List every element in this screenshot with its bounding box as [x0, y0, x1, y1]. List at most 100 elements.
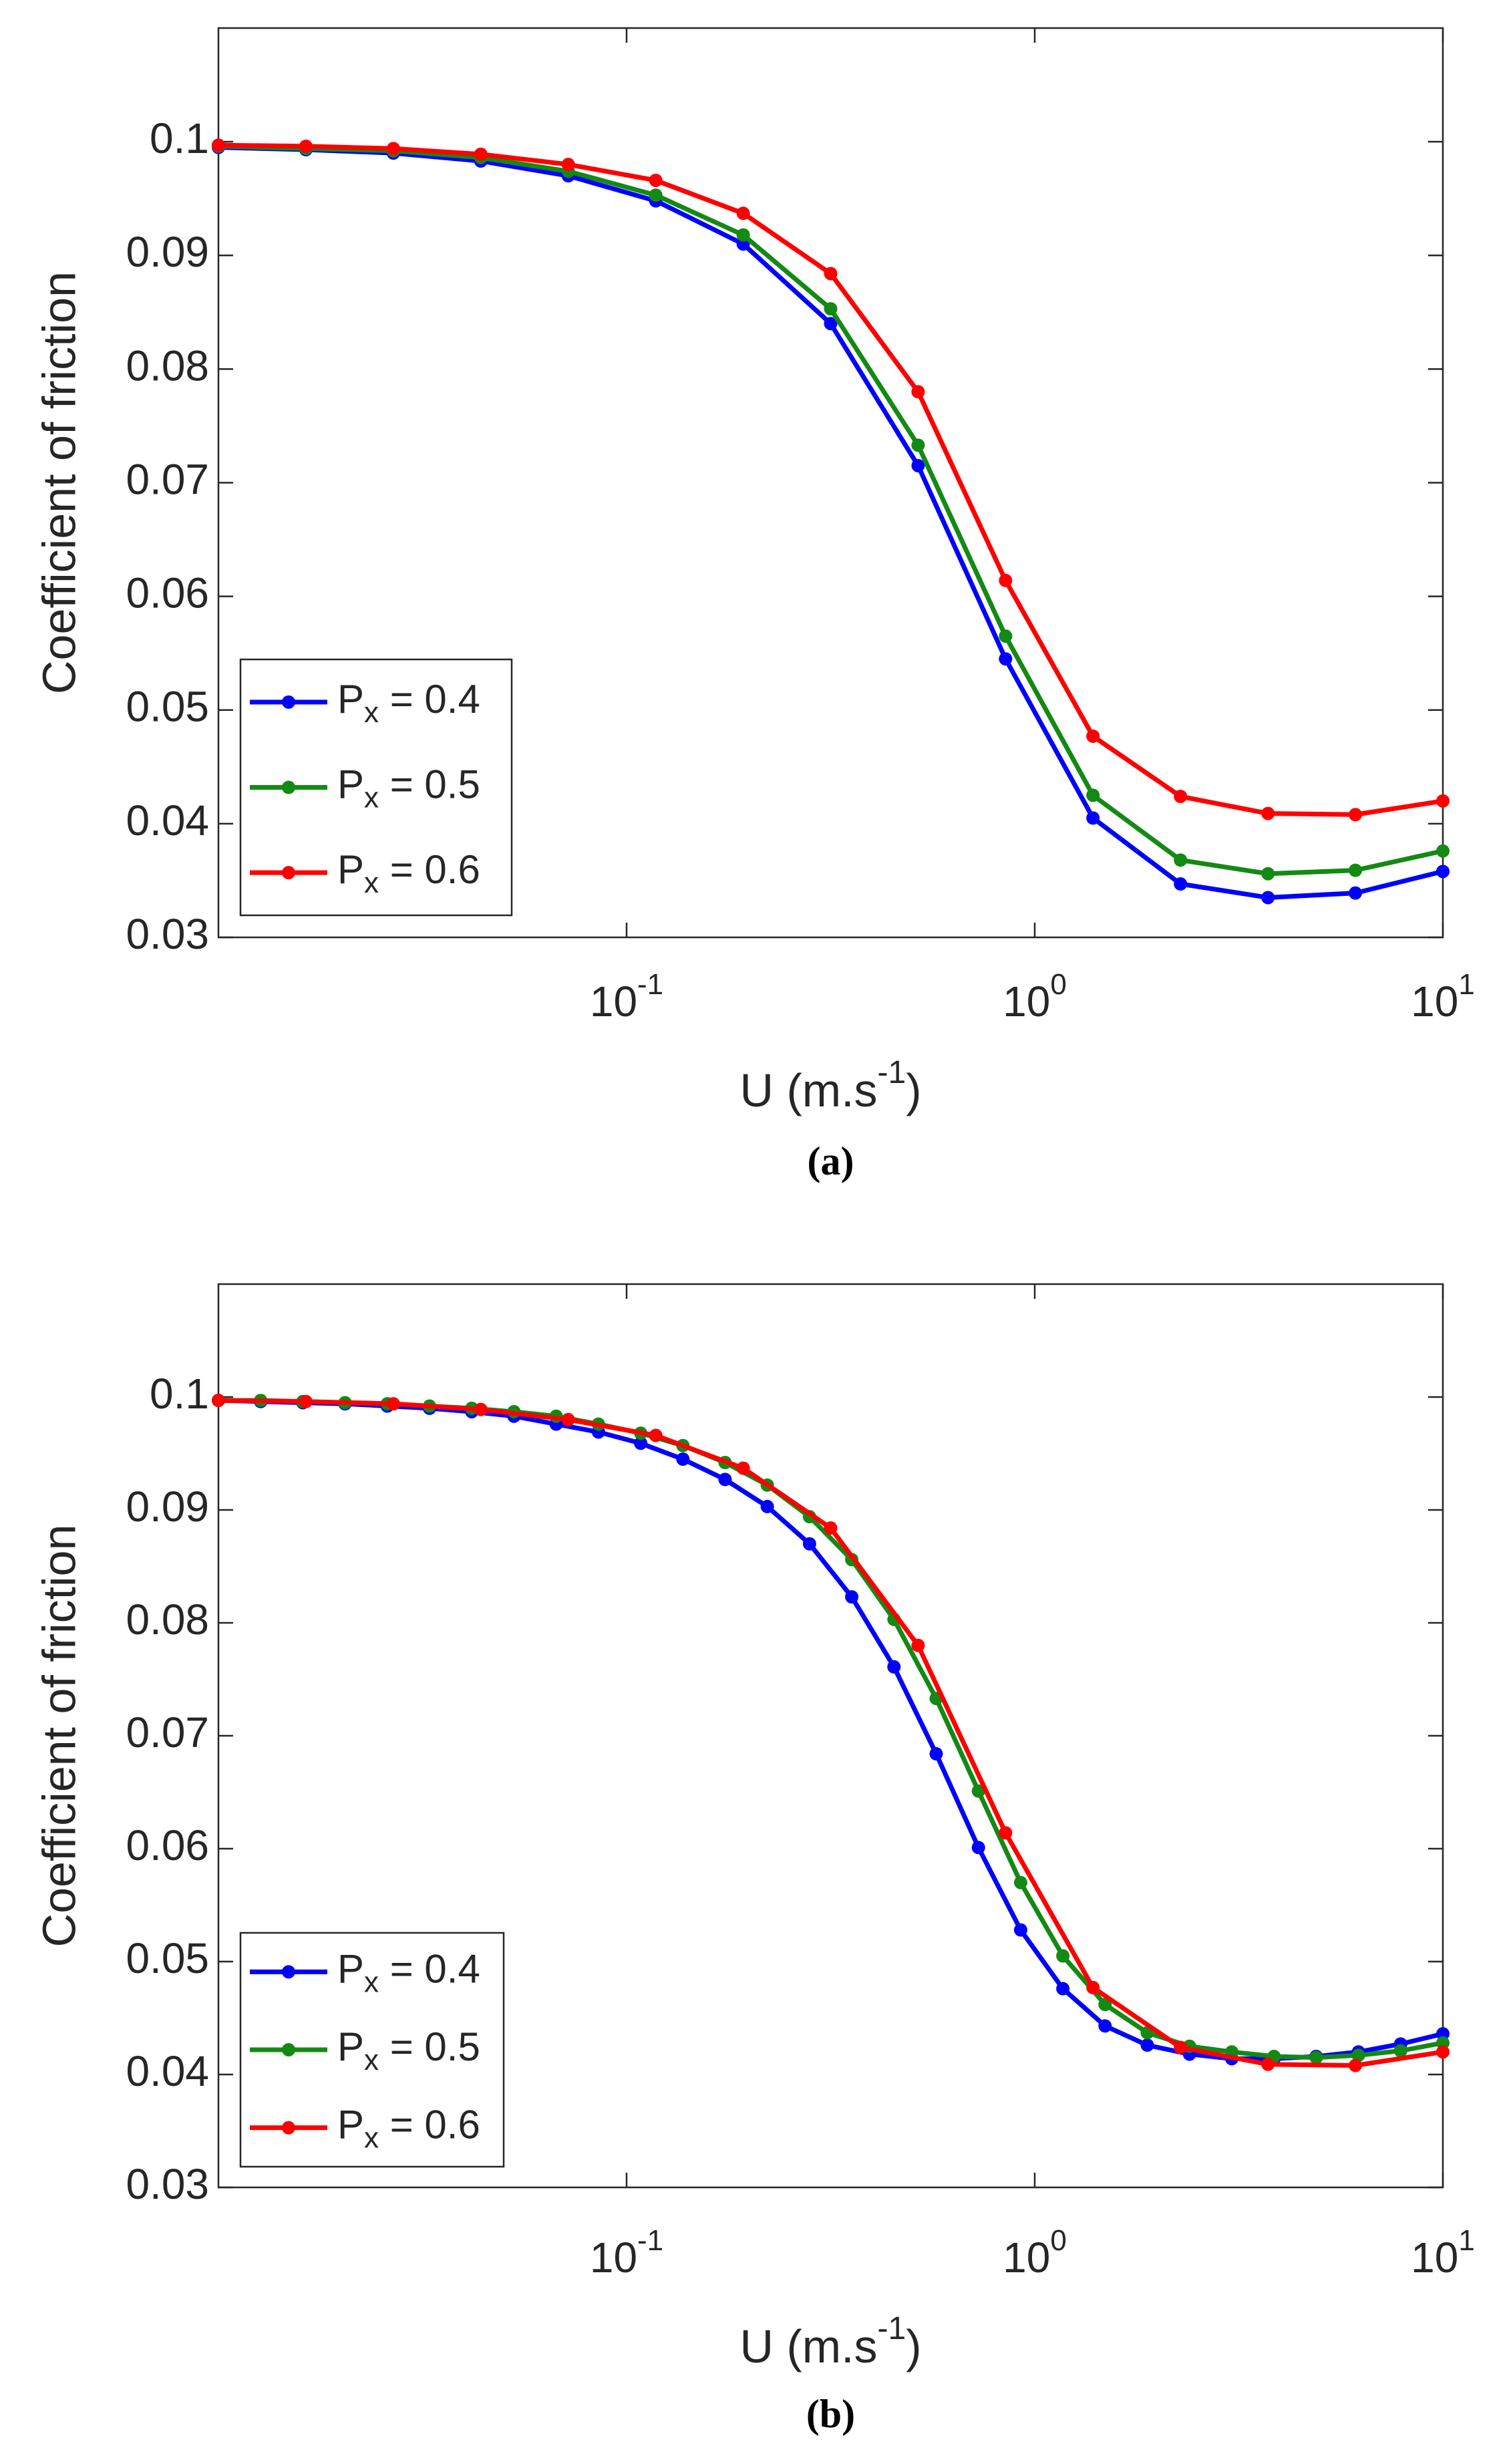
legend-sub: x — [364, 696, 379, 728]
tick-exp: -1 — [637, 968, 663, 1001]
y-tick-label: 0.06 — [126, 569, 209, 617]
marker — [212, 138, 225, 152]
tick-exp: 0 — [1050, 2224, 1066, 2257]
marker — [1436, 794, 1450, 808]
caption: (a) — [808, 1139, 854, 1183]
marker — [1056, 1949, 1070, 1963]
marker — [760, 1499, 774, 1513]
y-tick-label: 0.05 — [126, 1934, 209, 1982]
marker — [1086, 788, 1100, 802]
marker — [1393, 2044, 1407, 2058]
legend-name: P — [337, 2024, 364, 2069]
marker — [1140, 2038, 1154, 2052]
marker — [999, 652, 1013, 666]
legend-name: P — [337, 847, 364, 892]
x-label-text: U (m.s — [739, 1064, 877, 1116]
legend-sub: x — [364, 781, 379, 814]
marker — [386, 142, 400, 156]
marker — [1174, 853, 1188, 867]
marker — [634, 1436, 648, 1450]
y-tick-label: 0.08 — [126, 341, 209, 390]
y-tick-label: 0.07 — [126, 455, 209, 503]
marker — [736, 206, 750, 220]
marker — [1349, 808, 1363, 822]
legend-name: P — [337, 762, 364, 806]
marker — [1086, 729, 1100, 743]
y-tick-label: 0.09 — [126, 228, 209, 276]
legend-rest: = 0.6 — [379, 847, 480, 892]
marker — [1098, 1998, 1112, 2012]
x-tick-label: 101 — [1411, 968, 1475, 1026]
legend-label: Px = 0.4 — [337, 1946, 480, 1998]
x-tick-label: 10-1 — [590, 968, 663, 1026]
marker — [649, 188, 663, 202]
marker — [911, 458, 925, 472]
marker — [1351, 2048, 1365, 2062]
legend-marker — [282, 2121, 295, 2135]
legend-label: Px = 0.5 — [337, 2024, 480, 2076]
marker — [1174, 2040, 1188, 2054]
legend-sub: x — [364, 1966, 379, 1998]
marker — [561, 158, 575, 172]
marker — [1056, 1982, 1070, 1996]
legend-rest: = 0.5 — [379, 762, 480, 806]
x-tick-label: 101 — [1411, 2224, 1475, 2282]
legend-sub: x — [364, 2044, 379, 2076]
marker — [1261, 2057, 1275, 2071]
tick-exp: 0 — [1050, 968, 1066, 1001]
marker — [824, 267, 838, 281]
marker — [911, 1638, 925, 1652]
tick-base: 10 — [1003, 977, 1050, 1026]
marker — [1174, 877, 1188, 891]
x-label-sup: -1 — [878, 2311, 906, 2346]
legend-sub: x — [364, 2121, 379, 2154]
marker — [1349, 863, 1363, 877]
marker — [1013, 1923, 1027, 1937]
legend-sub: x — [364, 867, 379, 899]
legend-rest: = 0.4 — [379, 1946, 480, 1991]
x-label-sup: -1 — [878, 1055, 906, 1090]
marker — [1309, 2050, 1323, 2064]
legend-name: P — [337, 2103, 364, 2147]
x-label-end: ) — [906, 1064, 921, 1116]
tick-base: 10 — [1003, 2234, 1050, 2282]
marker — [999, 629, 1013, 643]
x-label-text: U (m.s — [739, 2320, 877, 2372]
marker — [999, 573, 1013, 587]
legend-rest: = 0.6 — [379, 2103, 480, 2147]
caption: (b) — [806, 2392, 855, 2436]
marker — [299, 1394, 313, 1408]
tick-exp: -1 — [637, 2224, 663, 2257]
legend-marker — [282, 866, 295, 880]
marker — [1436, 2045, 1450, 2059]
marker — [1261, 867, 1275, 881]
x-axis-label: U (m.s-1) — [739, 2311, 921, 2373]
marker — [299, 139, 313, 153]
marker — [971, 1841, 985, 1855]
legend-label: Px = 0.5 — [337, 762, 480, 814]
marker — [1013, 1875, 1027, 1889]
marker — [911, 385, 925, 399]
marker — [802, 1537, 816, 1551]
marker — [929, 1747, 943, 1761]
y-tick-label: 0.03 — [126, 2160, 209, 2208]
legend-name: P — [337, 677, 364, 722]
y-tick-label: 0.04 — [126, 796, 209, 844]
y-tick-label: 0.03 — [126, 910, 209, 958]
tick-base: 10 — [1411, 977, 1458, 1026]
marker — [1261, 806, 1275, 820]
legend-marker — [282, 780, 295, 794]
marker — [1086, 1980, 1100, 1994]
marker — [212, 1394, 225, 1408]
legend-label: Px = 0.6 — [337, 847, 480, 899]
y-tick-label: 0.06 — [126, 1821, 209, 1869]
marker — [999, 1826, 1013, 1840]
x-axis-label: U (m.s-1) — [739, 1055, 921, 1117]
legend-rest: = 0.4 — [379, 677, 480, 722]
tick-base: 10 — [1411, 2234, 1458, 2282]
y-tick-label: 0.1 — [150, 1370, 209, 1418]
marker — [824, 302, 838, 316]
y-axis-label: Coefficient of friction — [33, 271, 85, 694]
tick-base: 10 — [590, 977, 637, 1026]
